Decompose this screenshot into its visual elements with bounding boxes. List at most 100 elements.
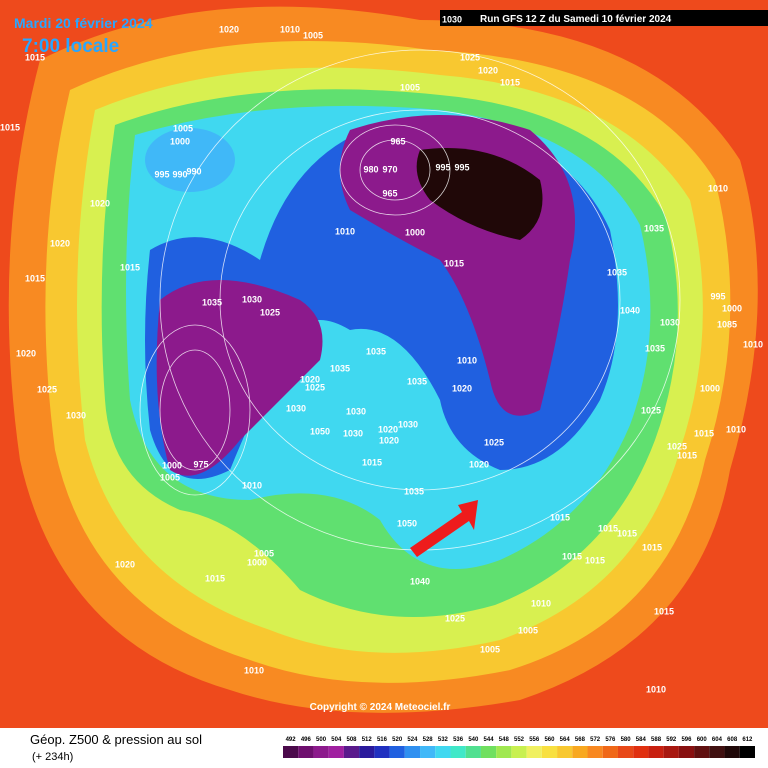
pressure-label: 1020 — [378, 424, 398, 434]
colorbar-swatch — [343, 746, 360, 758]
colorbar-label: 508 — [347, 737, 358, 743]
pressure-label: 1025 — [667, 441, 687, 451]
pressure-label: 1050 — [397, 518, 417, 528]
pressure-label: 1030 — [66, 410, 86, 420]
colorbar-swatch — [389, 746, 405, 758]
colorbar-swatch — [724, 746, 740, 758]
colorbar-swatch — [526, 746, 542, 758]
pressure-label: 970 — [382, 164, 397, 174]
pressure-label: 1035 — [404, 486, 424, 496]
pressure-label: 1005 — [173, 123, 193, 133]
colorbar-label: 596 — [681, 737, 692, 743]
colorbar-swatch — [404, 746, 421, 758]
pressure-label: 995 — [454, 162, 469, 172]
colorbar-label: 504 — [331, 737, 342, 743]
pressure-label: 1020 — [300, 374, 320, 384]
colorbar-swatch — [420, 746, 436, 758]
colorbar-label: 512 — [362, 737, 373, 743]
pressure-label: 1000 — [162, 460, 182, 470]
pressure-label: 1015 — [362, 457, 382, 467]
pressure-label: 1010 — [244, 665, 264, 675]
pressure-label: 1025 — [641, 405, 661, 415]
pressure-label: 1030 — [660, 317, 680, 327]
pressure-label: 1030 — [442, 14, 462, 24]
pressure-label: 1035 — [607, 267, 627, 277]
pressure-label: 1000 — [247, 557, 267, 567]
date: Mardi 20 février 2024 — [14, 15, 153, 31]
pressure-label: 1015 — [120, 262, 140, 272]
pressure-label: 980 — [363, 164, 378, 174]
pressure-label: 1010 — [743, 339, 763, 349]
colorbar-swatch — [663, 746, 679, 758]
colorbar-label: 608 — [727, 737, 738, 743]
pressure-label: 1020 — [219, 24, 239, 34]
pressure-label: 1010 — [646, 684, 666, 694]
pressure-label: 1020 — [115, 559, 135, 569]
pressure-label: 1015 — [562, 551, 582, 561]
colorbar-swatch — [587, 746, 603, 758]
arrow — [410, 500, 478, 557]
map — [0, 0, 768, 728]
pressure-label: 1010 — [457, 355, 477, 365]
pressure-label: 1015 — [500, 77, 520, 87]
pressure-label: 1020 — [50, 238, 70, 248]
pressure-label: 1030 — [343, 428, 363, 438]
colorbar-label: 576 — [605, 737, 616, 743]
colorbar-label: 520 — [392, 737, 403, 743]
pressure-label: 1025 — [37, 384, 57, 394]
colorbar-swatch — [480, 746, 497, 758]
pressure-label: 1010 — [726, 424, 746, 434]
footer-subtitle: (+ 234h) — [32, 751, 73, 763]
pressure-label: 1015 — [550, 512, 570, 522]
colorbar-swatch — [298, 746, 314, 758]
run-info: Run GFS 12 Z du Samedi 10 février 2024 — [480, 14, 672, 25]
colorbar-label: 536 — [453, 737, 464, 743]
colorbar-label: 540 — [468, 737, 479, 743]
pressure-label: 1000 — [722, 303, 742, 313]
pressure-label: 1015 — [205, 573, 225, 583]
colorbar-swatch — [283, 746, 299, 758]
colorbar-swatch — [648, 746, 664, 758]
colorbar-swatch — [328, 746, 344, 758]
pressure-label: 990 — [186, 166, 201, 176]
pressure-label: 1035 — [407, 376, 427, 386]
colorbar-label: 568 — [575, 737, 586, 743]
colorbar-swatch — [450, 746, 466, 758]
pressure-label: 1010 — [242, 480, 262, 490]
pressure-label: 1000 — [170, 136, 190, 146]
pressure-label: 1015 — [677, 450, 697, 460]
colorbar-label: 500 — [316, 737, 327, 743]
pressure-label: 1015 — [617, 528, 637, 538]
colorbar-label: 572 — [590, 737, 601, 743]
colorbar-swatch — [739, 746, 755, 758]
pressure-label: 1025 — [445, 613, 465, 623]
colorbar-swatch — [633, 746, 649, 758]
colorbar-label: 528 — [423, 737, 434, 743]
colorbar-label: 612 — [742, 737, 753, 743]
pressure-label: 1020 — [379, 435, 399, 445]
pressure-label: 1015 — [694, 428, 714, 438]
colorbar-label: 600 — [697, 737, 708, 743]
colorbar-label: 552 — [514, 737, 525, 743]
pressure-label: 1030 — [346, 406, 366, 416]
pressure-label: 1030 — [286, 403, 306, 413]
colorbar-swatch — [313, 746, 329, 758]
pressure-label: 965 — [382, 188, 397, 198]
colorbar-label: 560 — [544, 737, 555, 743]
pressure-label: 1085 — [717, 319, 737, 329]
colorbar-swatch — [709, 746, 725, 758]
pressure-label: 1035 — [644, 223, 664, 233]
colorbar-swatch — [435, 746, 451, 758]
colorbar-swatch — [496, 746, 512, 758]
colorbar-label: 496 — [301, 737, 312, 743]
pressure-label: 1005 — [303, 30, 323, 40]
colorbar-label: 588 — [651, 737, 662, 743]
colorbar-label: 516 — [377, 737, 388, 743]
pressure-label: 990 — [172, 169, 187, 179]
pressure-label: 1035 — [202, 297, 222, 307]
colorbar-swatch — [602, 746, 618, 758]
colorbar-swatch — [541, 746, 558, 758]
copyright: Copyright © 2024 Meteociel.fr — [310, 702, 451, 713]
colorbar-label: 492 — [286, 737, 297, 743]
